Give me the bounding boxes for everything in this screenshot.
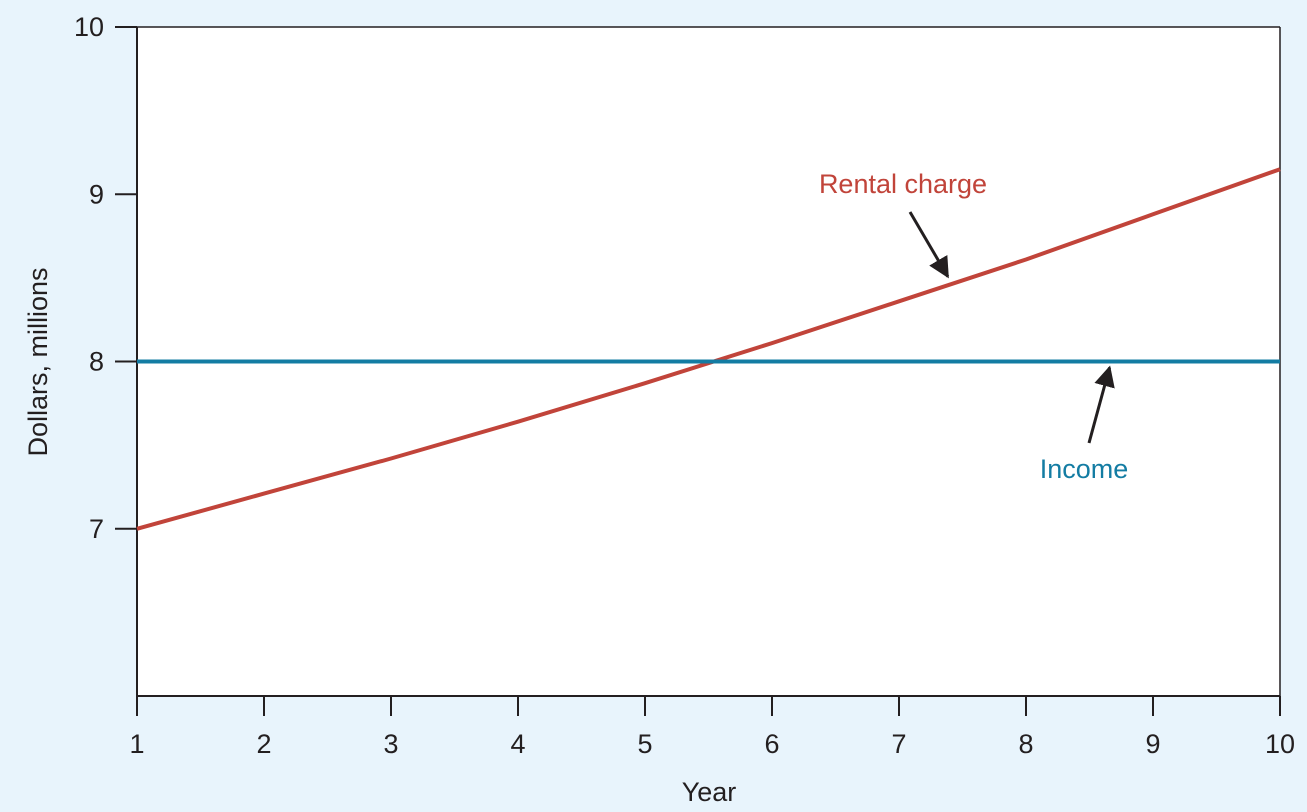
annotation-arrow-rental-charge [908,211,950,279]
x-axis-title: Year [682,777,737,807]
y-tick-label: 9 [89,179,104,209]
annotation-label-income: Income [1040,454,1129,484]
y-axis-title: Dollars, millions [23,267,53,456]
y-axis-ticks: 7 8 9 10 [74,12,137,544]
y-tick-label: 8 [89,347,104,377]
x-tick-label: 3 [383,729,398,759]
annotations: Rental charge Income [819,169,1128,484]
annotation-label-rental-charge: Rental charge [819,169,987,199]
x-tick-label: 4 [510,729,525,759]
x-tick-label: 1 [129,729,144,759]
y-tick-label: 10 [74,12,104,42]
x-tick-label: 7 [891,729,906,759]
x-tick-label: 8 [1018,729,1033,759]
series-group [136,167,1281,531]
annotation-arrow-income [1087,365,1115,444]
x-tick-label: 6 [764,729,779,759]
x-tick-label: 9 [1145,729,1160,759]
x-tick-label: 10 [1265,729,1295,759]
x-tick-label: 5 [637,729,652,759]
x-tick-label: 2 [256,729,271,759]
x-axis-ticks: 1 2 3 4 5 6 7 8 9 10 [129,696,1295,759]
y-tick-label: 7 [89,514,104,544]
